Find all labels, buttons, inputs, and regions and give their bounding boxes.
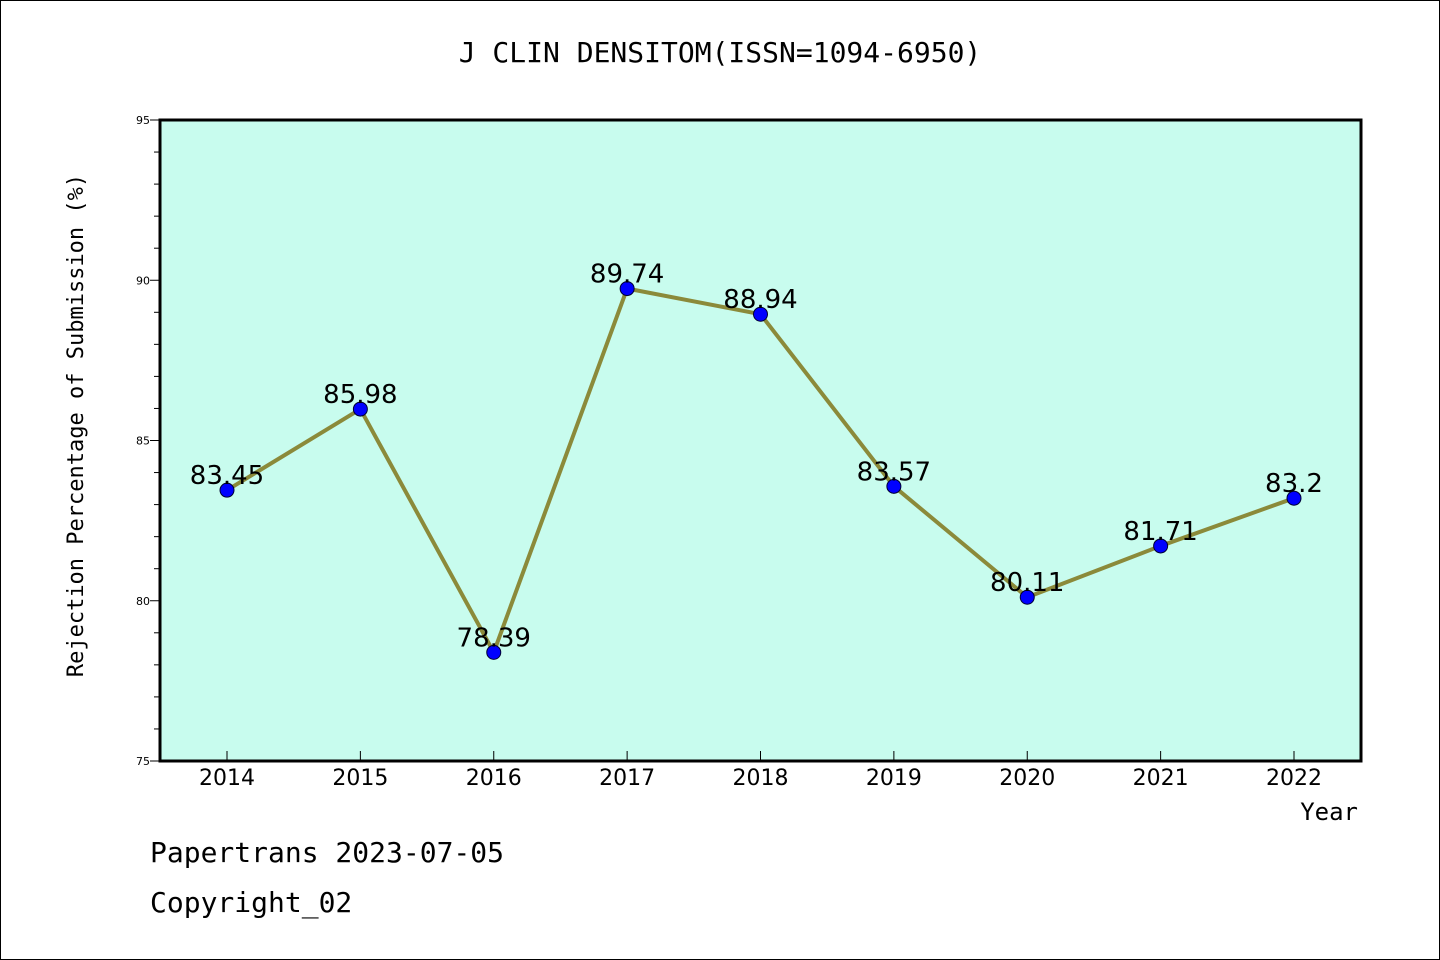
data-label: 81.71 (1123, 517, 1197, 547)
series-markers (219, 281, 1302, 660)
y-axis-ticks: 75 80 85 90 95 (136, 114, 150, 768)
chart-title: J CLIN DENSITOM(ISSN=1094-6950) (458, 36, 982, 69)
data-point (753, 306, 768, 322)
data-point (1153, 538, 1169, 554)
plot-border (158, 118, 1363, 763)
x-tick-label: 2015 (332, 766, 388, 791)
data-point (619, 281, 635, 297)
y-tick-label: 95 (136, 114, 150, 127)
data-point (219, 482, 235, 498)
data-label: 88.94 (723, 285, 797, 315)
y-tick-label: 85 (136, 435, 150, 448)
x-tick-label: 2014 (199, 766, 255, 791)
x-tick-label: 2020 (999, 766, 1055, 791)
data-label: 83.2 (1265, 469, 1323, 499)
data-point (1286, 490, 1302, 506)
footer-date: Papertrans 2023-07-05 (150, 836, 505, 869)
footer-copyright: Copyright_02 (150, 886, 353, 919)
data-label: 80.11 (990, 568, 1064, 598)
data-point (1019, 589, 1035, 605)
y-tick-label: 90 (136, 274, 150, 287)
data-label: 83.57 (857, 457, 931, 487)
data-label: 89.74 (590, 260, 664, 290)
x-tick-label: 2021 (1133, 766, 1189, 791)
data-label: 78.39 (457, 623, 531, 653)
plot-area (160, 120, 1361, 761)
data-label: 83.45 (190, 461, 264, 491)
data-label: 85.98 (323, 380, 397, 410)
y-axis-label: Rejection Percentage of Submission (%) (64, 174, 89, 677)
x-tick-label: 2018 (733, 766, 789, 791)
data-labels: 83.45 85.98 78.39 89.74 88.94 83.57 80.11 81.71… (190, 260, 1323, 654)
y-tick-label: 80 (136, 595, 150, 608)
data-point (352, 401, 368, 417)
x-axis-label: Year (1300, 798, 1358, 826)
x-axis-ticks: 2014 2015 2016 2017 2018 2019 2020 2021 2022 (199, 751, 1322, 791)
data-point (486, 644, 502, 660)
data-point (886, 478, 902, 494)
x-tick-label: 2022 (1266, 766, 1322, 791)
x-tick-label: 2019 (866, 766, 922, 791)
x-tick-label: 2016 (466, 766, 522, 791)
x-tick-label: 2017 (599, 766, 655, 791)
y-tick-label: 75 (136, 755, 150, 768)
